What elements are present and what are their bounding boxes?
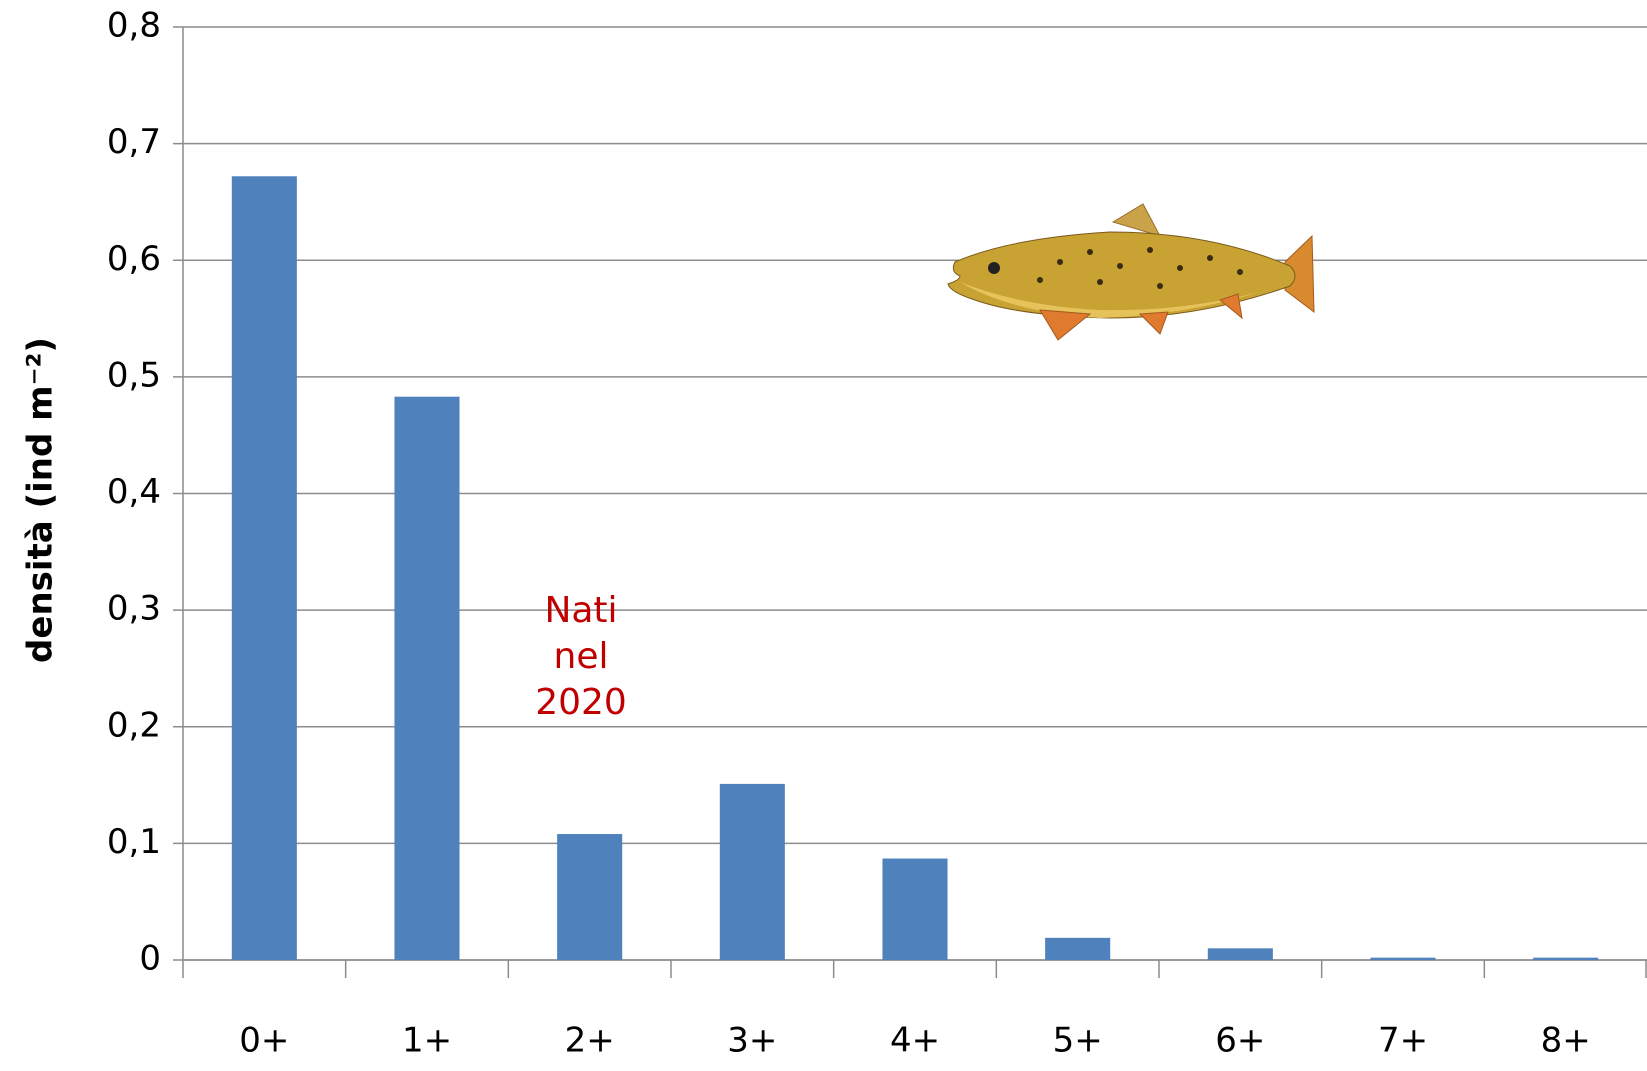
annotation: nel — [554, 636, 609, 677]
fish-illustration — [947, 203, 1315, 341]
x-tick-label: 6+ — [1215, 1021, 1265, 1061]
x-tick-label: 7+ — [1378, 1021, 1428, 1061]
x-tick-label: 0+ — [239, 1021, 289, 1061]
y-tick-label: 0,8 — [107, 6, 161, 46]
x-tick-label: 1+ — [402, 1021, 452, 1061]
y-tick-label: 0,7 — [107, 122, 161, 162]
x-tick-label: 2+ — [565, 1021, 615, 1061]
bar — [1370, 957, 1436, 960]
x-tick-label: 5+ — [1053, 1021, 1103, 1061]
y-tick-label: 0,5 — [107, 355, 161, 395]
bar — [882, 858, 948, 960]
annotation: Nati — [544, 590, 617, 631]
bar — [231, 176, 297, 960]
y-tick-label: 0,3 — [107, 589, 161, 629]
x-tick-label: 4+ — [890, 1021, 940, 1061]
y-tick-label: 0,2 — [107, 705, 161, 745]
bar — [1045, 937, 1111, 960]
x-tick-label: 8+ — [1541, 1021, 1591, 1061]
bar — [1207, 948, 1273, 960]
y-tick-label: 0,1 — [107, 822, 161, 862]
y-tick-label: 0,6 — [107, 239, 161, 279]
y-tick-label: 0,4 — [107, 472, 161, 512]
bar — [394, 396, 460, 960]
bar — [719, 783, 785, 960]
bar — [557, 834, 623, 960]
x-tick-label: 3+ — [727, 1021, 777, 1061]
y-axis-label: densità (ind m⁻²) — [21, 337, 61, 663]
bar — [1533, 957, 1599, 960]
y-tick-label: 0 — [139, 939, 161, 979]
annotation: 2020 — [535, 682, 627, 723]
